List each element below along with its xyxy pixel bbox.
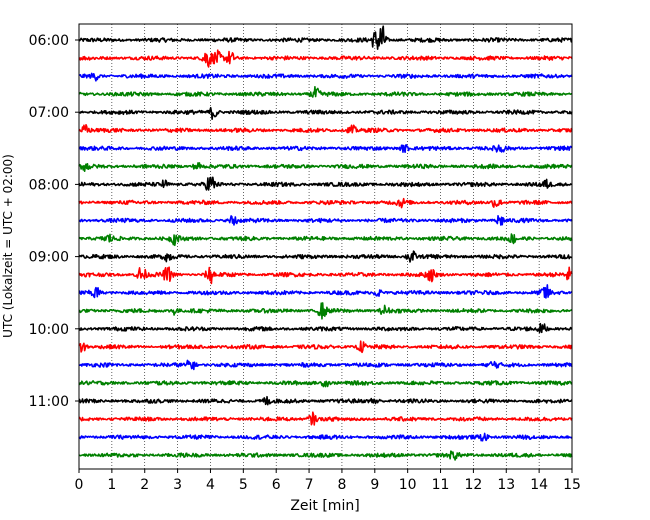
trace-1115 bbox=[78, 411, 573, 426]
x-tick-label: 12 bbox=[464, 477, 482, 493]
trace-0700 bbox=[78, 106, 573, 121]
plot-frame bbox=[78, 23, 573, 470]
trace-1100 bbox=[78, 395, 573, 406]
x-axis-label: Zeit [min] bbox=[290, 498, 359, 514]
y-tick-label: 10:00 bbox=[29, 322, 69, 338]
x-tick-label: 9 bbox=[370, 477, 379, 493]
trace-1015 bbox=[78, 340, 573, 354]
x-tick-label: 2 bbox=[140, 477, 149, 493]
x-tick-label: 13 bbox=[497, 477, 515, 493]
x-tick-label: 8 bbox=[337, 477, 346, 493]
trace-0645 bbox=[78, 85, 573, 98]
trace-0630 bbox=[78, 72, 573, 82]
y-tick-label: 06:00 bbox=[29, 33, 69, 49]
x-axis: 0 1 2 3 4 5 6 7 8 9 10 11 12 13 14 15 bbox=[75, 469, 581, 493]
trace-0815 bbox=[78, 197, 573, 209]
trace-1130 bbox=[78, 432, 573, 442]
x-tick-label: 11 bbox=[432, 477, 450, 493]
trace-0930 bbox=[78, 284, 573, 299]
grid-lines bbox=[111, 24, 540, 469]
y-tick-label: 11:00 bbox=[29, 394, 69, 410]
x-tick-label: 10 bbox=[399, 477, 417, 493]
trace-0730 bbox=[78, 144, 573, 154]
y-axis-label: UTC (Lokalzeit = UTC + 02:00) bbox=[1, 154, 15, 338]
trace-0745 bbox=[78, 162, 573, 173]
trace-0915 bbox=[78, 266, 573, 285]
trace-1145 bbox=[78, 450, 573, 461]
x-tick-label: 5 bbox=[239, 477, 248, 493]
trace-0715 bbox=[78, 123, 573, 134]
x-tick-label: 4 bbox=[206, 477, 215, 493]
x-tick-label: 3 bbox=[173, 477, 182, 493]
y-axis: 06:00 07:00 08:00 09:00 10:00 11:00 bbox=[29, 33, 79, 410]
y-tick-label: 07:00 bbox=[29, 105, 69, 121]
x-tick-label: 14 bbox=[530, 477, 548, 493]
trace-1000 bbox=[78, 322, 573, 334]
plot-area bbox=[79, 24, 572, 469]
trace-1045 bbox=[78, 380, 573, 388]
trace-0845 bbox=[78, 233, 573, 247]
trace-0615 bbox=[78, 49, 573, 68]
y-tick-label: 09:00 bbox=[29, 250, 69, 266]
trace-0600 bbox=[78, 25, 573, 50]
trace-0800 bbox=[78, 176, 573, 191]
trace-0900 bbox=[78, 250, 573, 263]
trace-1030 bbox=[78, 359, 573, 371]
x-tick-label: 0 bbox=[75, 477, 84, 493]
trace-0830 bbox=[78, 215, 573, 226]
trace-group bbox=[78, 25, 573, 461]
x-tick-label: 15 bbox=[563, 477, 581, 493]
x-tick-label: 7 bbox=[305, 477, 314, 493]
y-tick-label: 08:00 bbox=[29, 177, 69, 193]
x-tick-label: 1 bbox=[107, 477, 116, 493]
trace-0945 bbox=[78, 302, 573, 320]
x-tick-label: 6 bbox=[272, 477, 281, 493]
